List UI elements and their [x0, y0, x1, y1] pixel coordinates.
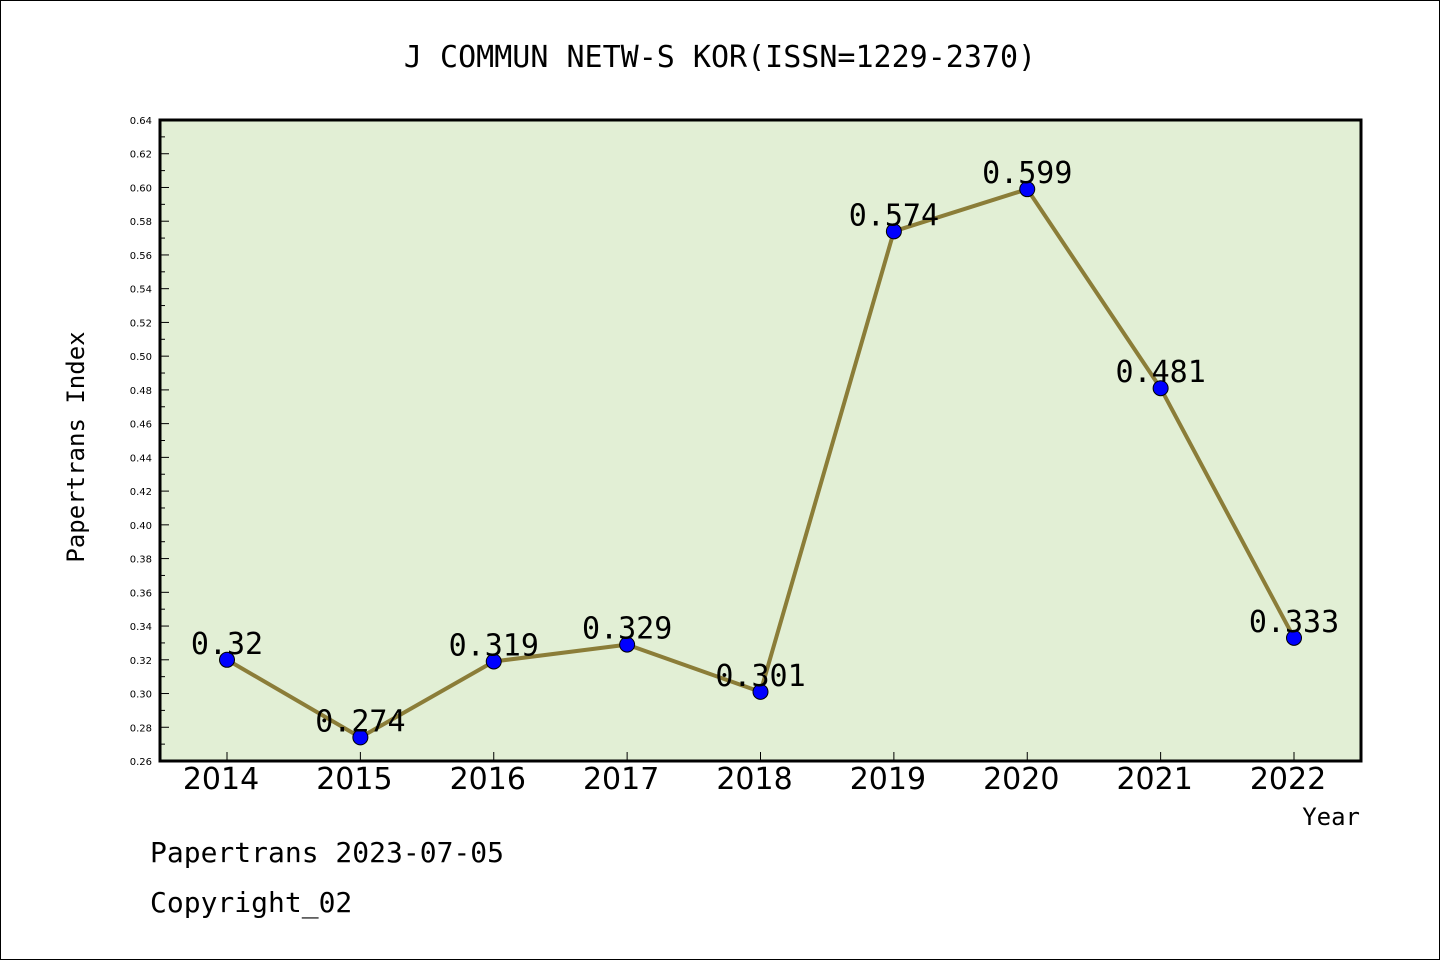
data-point [752, 683, 769, 700]
data-label: 0.481 [1115, 355, 1205, 390]
y-tick-label: 0.28 [130, 723, 152, 734]
y-tick-label: 0.44 [130, 453, 152, 464]
y-tick-label: 0.50 [130, 352, 152, 363]
y-tick-label: 0.36 [130, 588, 152, 599]
x-tick-label: 2018 [716, 762, 792, 797]
data-point [1019, 181, 1036, 198]
y-tick-label: 0.46 [130, 420, 152, 431]
data-point [485, 653, 502, 670]
data-label: 0.574 [849, 198, 939, 233]
y-tick-label: 0.60 [130, 183, 152, 194]
y-tick-label: 0.48 [130, 386, 152, 397]
data-label: 0.319 [449, 628, 539, 663]
x-tick-label: 2020 [983, 762, 1059, 797]
data-label: 0.301 [715, 659, 805, 694]
y-tick-label: 0.52 [130, 318, 152, 329]
x-axis-label: Year [1302, 803, 1360, 831]
plot-area [158, 118, 1363, 763]
x-tick-label: 2019 [850, 762, 926, 797]
x-tick-label: 2022 [1250, 762, 1326, 797]
footer-date: Papertrans 2023-07-05 [150, 836, 505, 869]
data-point [885, 223, 902, 240]
data-point [352, 729, 369, 746]
y-tick-label: 0.62 [130, 150, 152, 161]
x-tick-label: 2017 [583, 762, 659, 797]
y-tick-label: 0.64 [130, 116, 152, 127]
data-point [1286, 629, 1302, 646]
x-tick-label: 2021 [1116, 762, 1192, 797]
y-tick-label: 0.54 [130, 285, 152, 296]
x-tick-label: 2015 [316, 762, 392, 797]
data-label: 0.599 [982, 156, 1072, 191]
data-point [219, 651, 235, 668]
chart-title: J COMMUN NETW-S KOR(ISSN=1229-2370) [404, 40, 1036, 75]
data-label: 0.333 [1249, 605, 1339, 640]
data-point [619, 636, 636, 653]
y-tick-label: 0.34 [130, 622, 152, 633]
data-point [1152, 380, 1169, 397]
y-tick-label: 0.30 [130, 690, 152, 701]
y-tick-label: 0.58 [130, 217, 152, 228]
y-axis: 0.26 0.28 0.30 0.32 0.34 0.36 0.38 0.40 0.42 0.44… [130, 116, 169, 768]
x-axis: 2014 2015 2016 2017 2018 2019 2020 2021 2022 [183, 752, 1326, 797]
data-label: 0.32 [191, 627, 263, 662]
y-tick-label: 0.26 [130, 757, 152, 768]
y-tick-label: 0.38 [130, 555, 152, 566]
data-label: 0.274 [315, 704, 405, 739]
data-label: 0.329 [582, 612, 672, 647]
x-tick-label: 2016 [450, 762, 526, 797]
y-tick-label: 0.32 [130, 656, 152, 667]
data-series: 0.32 0.274 0.319 0.329 0.301 0.574 0.599 0.481 0… [191, 156, 1339, 746]
y-tick-label: 0.40 [130, 521, 152, 532]
y-axis-label: Papertrans Index [62, 331, 90, 562]
x-tick-label: 2014 [183, 762, 259, 797]
y-tick-label: 0.56 [130, 251, 152, 262]
footer-copyright: Copyright_02 [150, 886, 353, 919]
y-tick-label: 0.42 [130, 487, 152, 498]
